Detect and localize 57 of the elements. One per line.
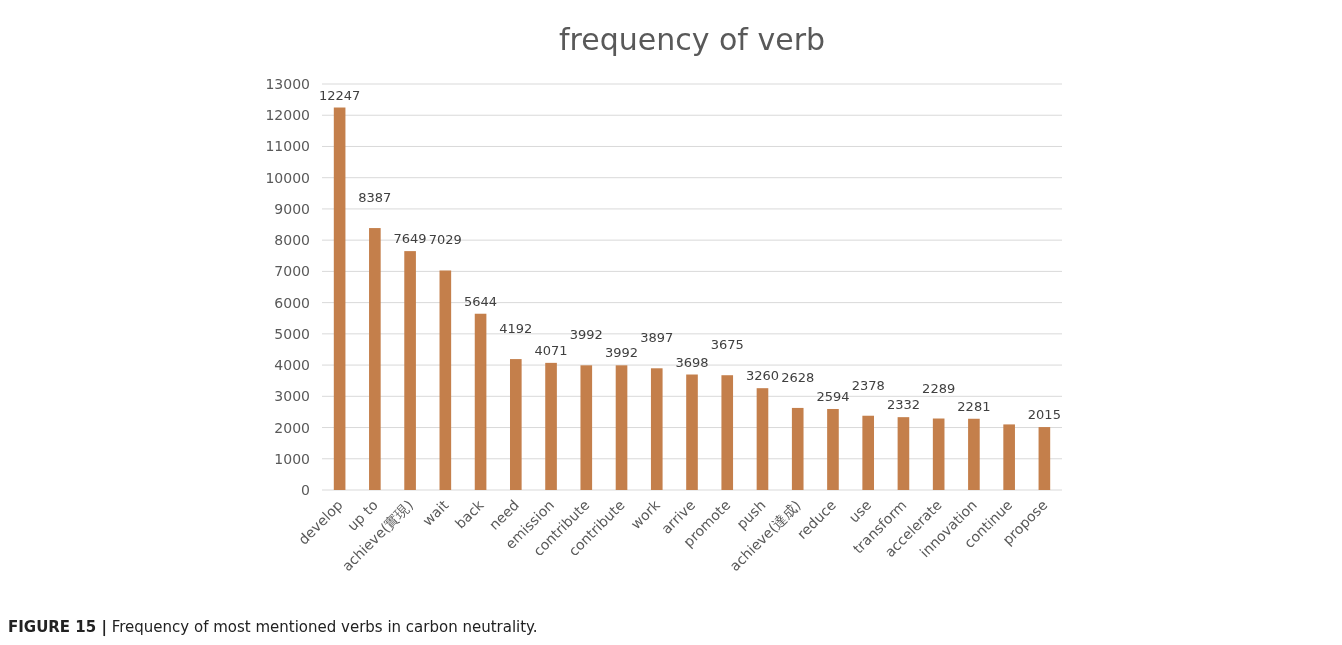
bar [510, 359, 522, 490]
bar [827, 408, 839, 490]
y-tick-label: 13000 [265, 76, 310, 92]
bar [474, 313, 487, 490]
data-label: 4071 [534, 342, 568, 358]
bar [333, 107, 346, 490]
bar [1038, 427, 1051, 490]
data-label: 3992 [604, 345, 639, 361]
data-label: 2594 [816, 388, 850, 404]
data-label: 2332 [886, 397, 920, 413]
data-label: 3260 [745, 368, 780, 384]
bar [791, 407, 804, 490]
data-label: 7649 [393, 231, 427, 247]
bar [862, 415, 874, 490]
y-tick-label: 1000 [274, 450, 310, 467]
y-tick-label: 7000 [274, 263, 310, 280]
text: FIGURE 15 | Frequency of most mentioned verbs in carbon neutrality. [8, 618, 538, 637]
chart-title: frequency of verb [558, 22, 826, 57]
bar [686, 374, 698, 490]
data-label: 12247 [318, 87, 361, 103]
y-tick-label: 0 [301, 482, 310, 498]
bar [721, 375, 734, 490]
bar [580, 365, 593, 490]
data-label: 3698 [675, 354, 709, 370]
data-label: 2289 [922, 380, 956, 396]
y-tick-label: 10000 [265, 169, 310, 186]
data-label: 5644 [464, 293, 498, 309]
data-label: 3992 [569, 327, 603, 343]
bar [439, 270, 452, 490]
bar [897, 417, 910, 490]
y-tick-label: 4000 [274, 357, 310, 374]
data-label: 2015 [1027, 407, 1061, 423]
y-tick-label: 3000 [274, 388, 310, 405]
bar [545, 362, 557, 490]
bar [369, 228, 381, 490]
data-label: 7029 [428, 232, 462, 248]
bar [756, 388, 769, 490]
data-label: 2378 [851, 377, 885, 393]
bar [968, 418, 980, 490]
data-label: 2281 [957, 398, 991, 414]
bar [1003, 424, 1015, 490]
y-tick-label: 2000 [274, 419, 310, 436]
bar [404, 251, 416, 490]
data-label: 3675 [710, 337, 744, 353]
data-label: 3897 [640, 330, 674, 346]
y-tick-label: 9000 [274, 200, 310, 217]
data-label: 8387 [358, 190, 392, 206]
bar [615, 365, 628, 490]
y-tick-label: 12000 [265, 107, 310, 124]
data-label: 4192 [499, 321, 533, 337]
y-tick-label: 8000 [274, 232, 310, 249]
y-tick-label: 6000 [274, 294, 310, 311]
y-tick-label: 5000 [274, 325, 310, 342]
bar [650, 368, 663, 490]
bar [932, 418, 945, 490]
data-label: 2628 [781, 369, 815, 385]
y-tick-label: 11000 [265, 138, 310, 155]
